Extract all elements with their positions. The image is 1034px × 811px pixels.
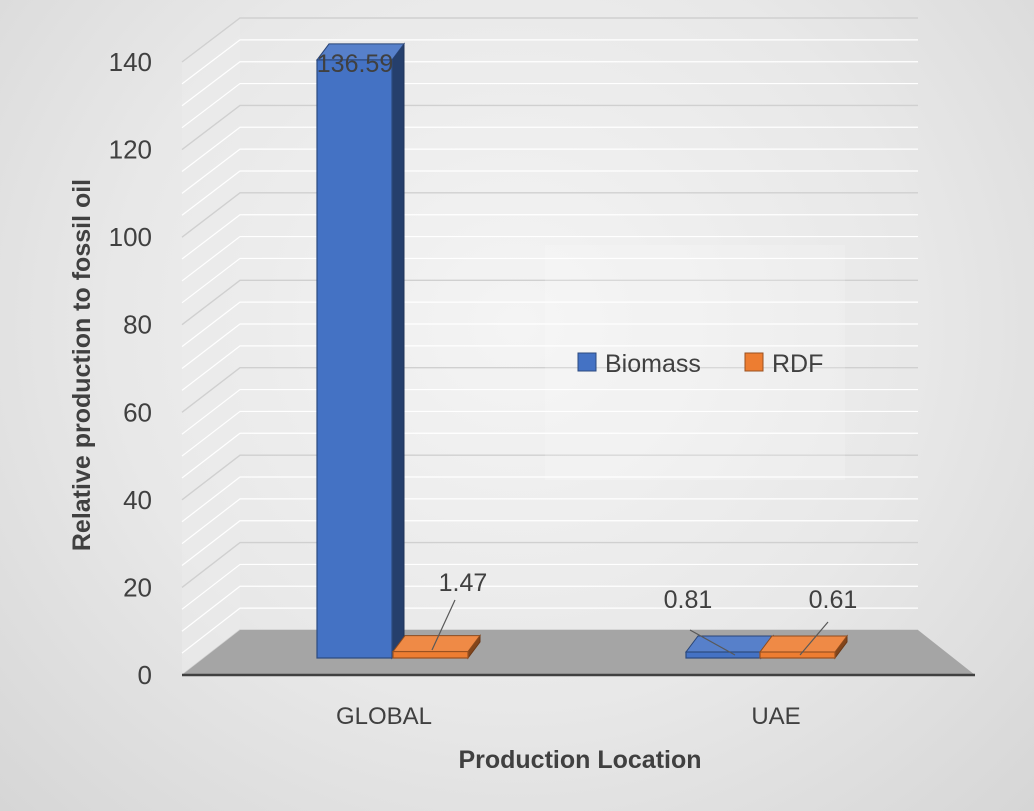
y-tick-label: 140: [109, 47, 152, 77]
y-tick-label: 100: [109, 222, 152, 252]
data-label: 0.61: [809, 586, 858, 614]
minor-gridline: [181, 498, 918, 545]
minor-gridline: [181, 170, 918, 216]
data-label-leader: [689, 629, 736, 656]
bar-top: [759, 635, 848, 653]
bar: [759, 651, 836, 659]
bar-side: [391, 42, 405, 660]
floor-plane: [182, 630, 975, 675]
minor-gridline: [181, 432, 918, 479]
x-tick-label: GLOBAL: [336, 703, 432, 730]
chart-floor: [182, 630, 975, 677]
data-label-leader: [799, 621, 829, 656]
major-gridline: [181, 192, 918, 238]
data-label-leader: [431, 599, 456, 651]
y-tick-label: 40: [123, 485, 152, 515]
bar: [392, 650, 469, 659]
bars: [316, 42, 848, 660]
minor-gridline: [181, 410, 918, 457]
major-gridline: [181, 367, 918, 413]
bar-top: [392, 635, 481, 653]
legend-swatch: [577, 352, 597, 372]
minor-gridline: [181, 126, 918, 172]
y-tick-label: 80: [123, 310, 152, 340]
major-gridline: [181, 279, 918, 326]
y-tick-label: 0: [138, 660, 152, 690]
minor-gridline: [181, 61, 918, 107]
legend-label: RDF: [772, 350, 823, 378]
data-label: 136.59: [317, 50, 393, 78]
data-label: 1.47: [439, 569, 488, 597]
minor-gridline: [181, 301, 918, 348]
major-gridline: [181, 454, 918, 501]
legend: Biomass RDF: [545, 245, 845, 480]
y-tick-label: 60: [123, 397, 152, 427]
y-axis-ticks: 0 20 40 60 80 100 120 140: [109, 47, 152, 690]
gridlines: [181, 17, 918, 676]
y-tick-label: 120: [109, 135, 152, 165]
minor-gridline: [181, 235, 918, 282]
bar-top: [685, 635, 774, 653]
legend-swatch: [744, 352, 764, 372]
minor-gridline: [181, 520, 918, 567]
data-label: 0.81: [664, 586, 713, 614]
minor-gridline: [181, 476, 918, 523]
minor-gridline: [181, 148, 918, 194]
bar: [316, 59, 393, 659]
x-axis-ticks: GLOBAL UAE: [336, 703, 801, 730]
minor-gridline: [181, 82, 918, 129]
data-labels: 136.59 0.81 1.47 0.61: [317, 50, 858, 656]
minor-gridline: [181, 388, 918, 435]
y-tick-label: 20: [123, 572, 152, 602]
minor-gridline: [181, 257, 918, 304]
x-tick-label: UAE: [751, 703, 800, 730]
y-axis-title: Relative production to fossil oil: [68, 179, 96, 551]
minor-gridline: [181, 345, 918, 391]
x-axis-title: Production Location: [458, 746, 701, 774]
major-gridline: [181, 17, 918, 63]
minor-gridline: [181, 323, 918, 369]
bar: [685, 651, 762, 659]
minor-gridline: [181, 563, 918, 610]
legend-label: Biomass: [605, 350, 701, 378]
minor-gridline: [181, 39, 918, 85]
major-gridline: [181, 104, 918, 151]
minor-gridline: [181, 214, 918, 260]
minor-gridline: [181, 607, 918, 654]
minor-gridline: [181, 585, 918, 632]
major-gridline: [181, 541, 918, 588]
